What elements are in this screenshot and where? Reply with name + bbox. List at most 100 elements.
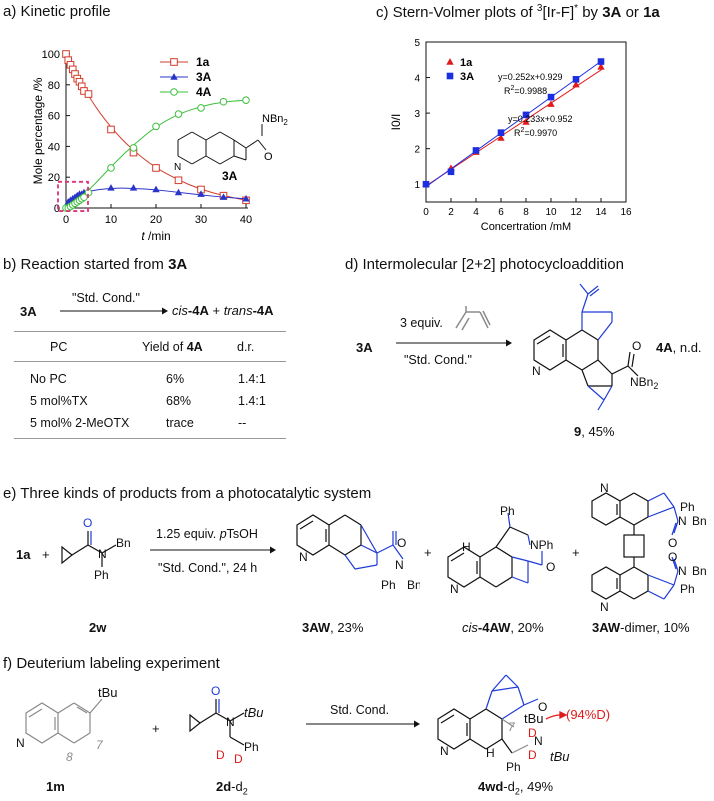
table-cell-yield: 6% [166,372,185,386]
x-tick-label: 12 [570,207,582,218]
panel-d: 3A 3 equiv. "Std. Cond." N O NBn2 9, 45%… [340,280,714,480]
data-point-1a [152,164,160,172]
fit-equation: y=0.233x+0.952 [508,114,573,124]
fit-r2-r: R [504,86,511,96]
y-axis-label: I0/I [389,114,403,131]
y-tick-label: 2 [414,145,420,156]
data-point-4A [107,164,115,172]
f-p-n2: N [534,734,543,748]
e-p1-o: O [397,536,406,550]
x-axis-label-unit: /min [145,229,171,243]
inset-bond [219,155,235,165]
d-n-atom: N [532,364,541,378]
table-cell-pc: No PC [30,372,67,386]
table-cell-dr: 1.4:1 [238,394,266,408]
zoom-region-box [57,180,89,212]
table-cell-pc: 5 mol%TX [30,394,88,408]
b-products: cis-4A + trans-4A [172,303,274,318]
e-plus-2: + [424,545,432,560]
legend-label-3A: 3A [460,71,474,83]
fit-line-1a [425,67,604,187]
data-point-3A [152,185,160,193]
table-cell-dr: 1.4:1 [238,372,266,386]
inset-bond [257,139,267,151]
inset-bond [205,131,221,141]
f-arrow [306,720,420,728]
data-point-4A [219,97,228,106]
f-1m-pos8: 8 [66,750,73,764]
x-tick-label: 14 [595,207,607,218]
legend-label-1a: 1a [196,55,210,69]
b-arrow [60,307,168,315]
data-point-4A [152,122,160,131]
f-2d-label: 2d-d2 [216,779,248,797]
e-condition: "Std. Cond.", 24 h [158,561,258,575]
panel-f: N tBu 7 8 1m + O N tBu Ph D D 2d-d2 Std.… [0,674,714,801]
panel-e-title: e) Three kinds of products from a photoc… [3,485,372,502]
inset-bond [177,155,193,165]
y-axis-label: Mole percentage /% [31,77,45,184]
fit-r2-value: =0.9970 [524,128,557,138]
legend-label-3A: 3A [196,70,212,84]
e-p2-ph: Ph [500,505,515,518]
y-tick-label: 0 [54,203,60,215]
f-1m-label: 1m [46,779,65,794]
f-p-d1: D [528,726,537,740]
e-p2-o: O [546,560,555,574]
x-tick-label: 10 [105,214,117,226]
e-plus-1: + [42,547,50,562]
data-point-1a [84,90,93,98]
x-tick-label: 20 [150,214,162,226]
f-2d-tbu: tBu [244,705,264,720]
fit-r2-sup: 2 [521,127,525,134]
f-p-tbu: tBu [524,711,544,726]
e-plus-3: + [572,545,580,560]
legend-label-4A: 4A [196,85,212,99]
x-tick-label: 16 [620,207,632,218]
e-p1-n2: N [395,558,404,572]
panel-b-title: b) Reaction started from 3A [3,256,188,273]
data-point-3A [422,180,430,188]
table-cell-pc: 5 mol% 2-MeOTX [30,416,130,430]
data-point-3A [174,188,183,196]
y-tick-label: 20 [48,172,60,184]
data-point-3A [242,194,250,202]
y-tick-label: 3 [414,109,420,120]
data-point-3A [219,193,228,200]
reactant-2w-structure: O N Bn Ph [61,516,131,582]
fit-r2: R2=0.9970 [514,127,557,138]
inset-o-atom: O [264,151,273,163]
data-point-3A [129,184,138,191]
b-reactant: 3A [20,304,37,319]
e-p2-n: N [450,582,459,596]
x-tick-label: 8 [523,207,529,218]
b-condition: "Std. Cond." [72,291,140,305]
e-p2-label: cis-4AW, 20% [462,620,544,635]
e-p3-ph-top: Ph [680,500,695,514]
x-tick-label: 2 [448,207,454,218]
product-9-structure: N O NBn2 [532,283,658,411]
e-2w-ph: Ph [94,568,109,582]
e-2w-label: 2w [89,620,107,635]
y-tick-label: 4 [414,74,420,85]
e-p3-n-amide-top: N [678,514,687,528]
x-tick-label: 40 [240,214,252,226]
fit-r2-value: =0.9988 [514,86,547,96]
table-header-pc: PC [50,340,68,354]
data-point-3A [472,147,480,154]
data-point-3A [497,129,505,136]
inset-nbn-label: NBn2 [262,113,288,127]
fit-equation: y=0.252x+0.929 [498,72,563,82]
x-tick-label: 0 [423,207,429,218]
kinetic-chart: 0 20 40 60 80 100 0 10 20 30 40 t /min Mole percenta… [31,49,288,243]
inset-bond [191,131,207,141]
y-tick-label: 100 [42,49,60,61]
e-p1-label: 3AW, 23% [302,620,364,635]
panel-e: 1a + O N Bn Ph 2w 1.25 equiv. pTsOH "Std… [0,481,714,650]
panel-c-title: c) Stern-Volmer plots of 3[Ir-F]* by 3A … [376,3,660,21]
e-2w-o: O [83,516,92,530]
x-tick-label: 30 [195,214,207,226]
inset-bond [205,155,221,165]
table-header-dr: d.r. [237,340,255,354]
product-3aw-dimer-structure: N N Ph N Bn O O N Bn Ph [591,481,707,613]
